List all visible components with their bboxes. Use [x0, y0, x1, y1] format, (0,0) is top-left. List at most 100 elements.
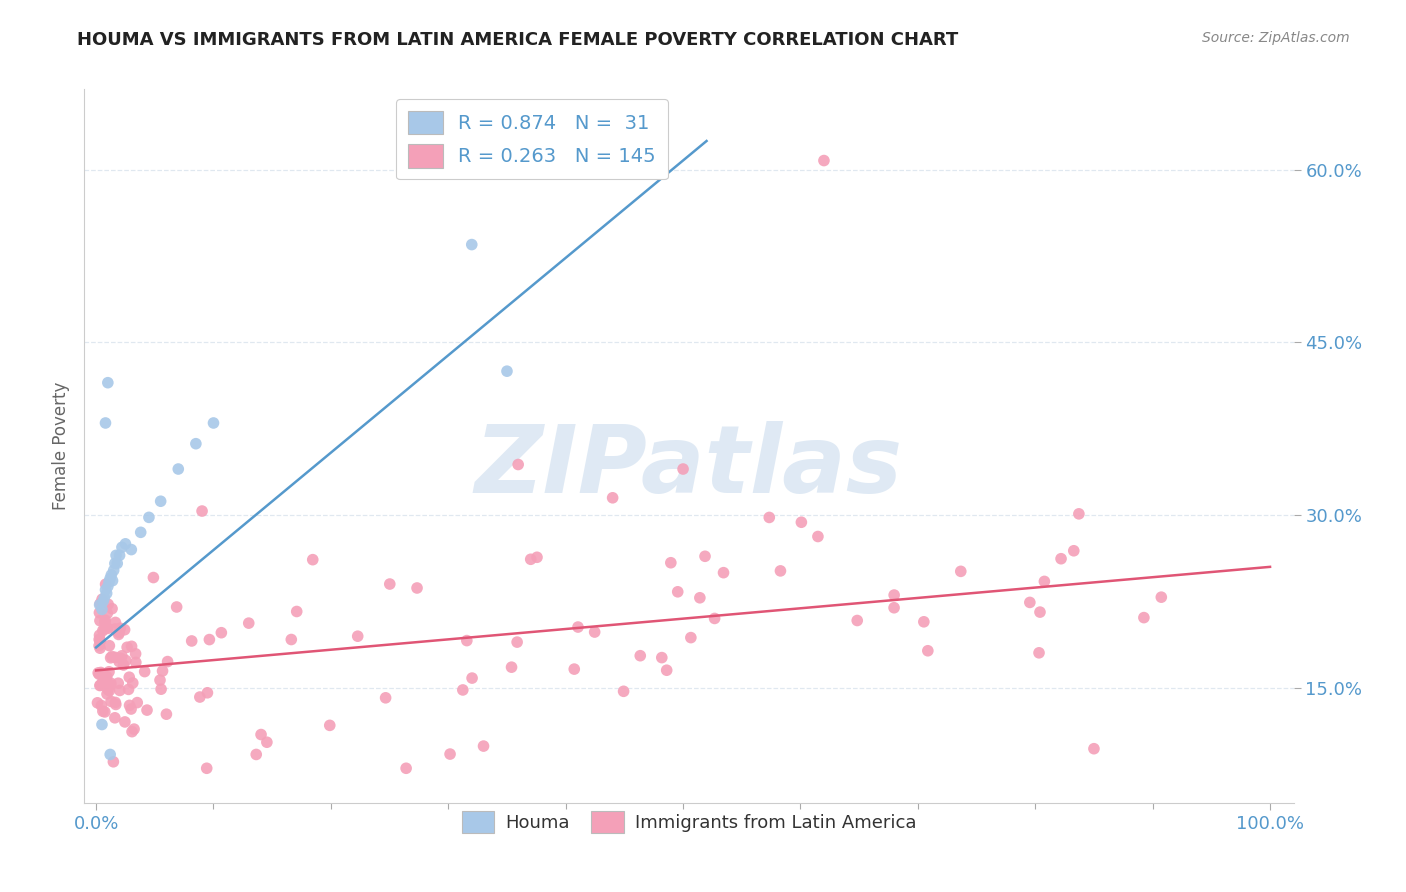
- Point: [89, 614, 111, 628]
- Text: ZIPatlas: ZIPatlas: [475, 421, 903, 514]
- Point: [89, 679, 111, 693]
- Point: [90, 665, 112, 680]
- Point: [166, 599, 188, 614]
- Point: [949, 565, 972, 579]
- Point: [562, 662, 585, 676]
- Point: [93, 591, 115, 605]
- Point: [94, 613, 117, 627]
- Point: [883, 588, 905, 602]
- Point: [461, 237, 484, 252]
- Point: [94, 582, 117, 597]
- Point: [280, 632, 302, 647]
- Point: [87, 639, 110, 653]
- Point: [1033, 574, 1056, 589]
- Point: [118, 698, 141, 713]
- Point: [98, 747, 121, 762]
- Point: [769, 564, 792, 578]
- Point: [112, 658, 135, 673]
- Point: [111, 648, 134, 663]
- Point: [461, 671, 484, 685]
- Point: [912, 615, 935, 629]
- Point: [114, 537, 136, 551]
- Point: [238, 616, 260, 631]
- Point: [451, 682, 474, 697]
- Point: [666, 584, 689, 599]
- Point: [96, 670, 118, 684]
- Point: [1063, 543, 1085, 558]
- Point: [378, 577, 401, 591]
- Point: [129, 525, 152, 540]
- Point: [136, 703, 159, 717]
- Point: [105, 549, 128, 563]
- Point: [285, 605, 308, 619]
- Point: [883, 600, 905, 615]
- Point: [96, 586, 118, 600]
- Point: [89, 628, 111, 642]
- Point: [104, 622, 127, 636]
- Point: [100, 650, 122, 665]
- Point: [108, 625, 131, 640]
- Point: [149, 673, 172, 687]
- Point: [91, 717, 114, 731]
- Point: [689, 591, 711, 605]
- Point: [108, 549, 131, 563]
- Point: [472, 739, 495, 753]
- Point: [96, 687, 118, 701]
- Point: [115, 653, 138, 667]
- Point: [583, 625, 606, 640]
- Point: [98, 665, 121, 679]
- Point: [120, 702, 142, 716]
- Point: [807, 529, 830, 543]
- Point: [651, 650, 673, 665]
- Point: [813, 153, 835, 168]
- Point: [184, 436, 207, 450]
- Point: [100, 676, 122, 690]
- Point: [122, 722, 145, 736]
- Point: [1028, 646, 1050, 660]
- Point: [101, 601, 124, 615]
- Point: [346, 629, 368, 643]
- Point: [1083, 741, 1105, 756]
- Point: [97, 621, 120, 635]
- Point: [91, 592, 114, 607]
- Point: [195, 761, 218, 775]
- Point: [1067, 507, 1090, 521]
- Point: [98, 574, 121, 589]
- Point: [104, 650, 127, 665]
- Point: [790, 515, 813, 529]
- Point: [104, 557, 127, 571]
- Point: [197, 686, 219, 700]
- Point: [567, 620, 589, 634]
- Point: [89, 633, 111, 648]
- Point: [125, 656, 148, 670]
- Point: [121, 724, 143, 739]
- Point: [97, 376, 120, 390]
- Point: [127, 696, 149, 710]
- Point: [98, 683, 121, 698]
- Point: [142, 570, 165, 584]
- Y-axis label: Female Poverty: Female Poverty: [52, 382, 70, 510]
- Point: [89, 597, 111, 611]
- Point: [508, 458, 530, 472]
- Point: [693, 549, 716, 564]
- Point: [118, 670, 141, 684]
- Point: [104, 615, 127, 630]
- Point: [89, 606, 111, 620]
- Point: [100, 568, 122, 582]
- Point: [115, 640, 138, 655]
- Point: [97, 579, 120, 593]
- Point: [156, 655, 179, 669]
- Point: [86, 696, 108, 710]
- Point: [138, 510, 160, 524]
- Point: [87, 665, 110, 680]
- Point: [94, 615, 117, 630]
- Point: [180, 634, 202, 648]
- Point: [93, 673, 115, 687]
- Point: [713, 566, 735, 580]
- Point: [703, 611, 725, 625]
- Point: [209, 625, 232, 640]
- Point: [1018, 595, 1040, 609]
- Point: [93, 674, 115, 689]
- Point: [107, 627, 129, 641]
- Point: [301, 552, 323, 566]
